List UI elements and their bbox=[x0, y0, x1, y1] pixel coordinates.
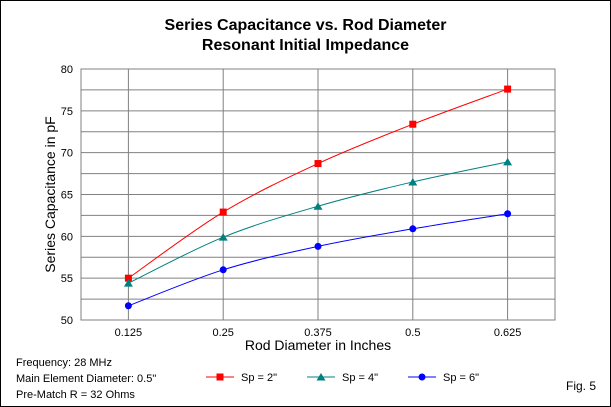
data-point-series-1 bbox=[219, 208, 227, 216]
legend-label: Sp = 6" bbox=[443, 372, 479, 384]
data-point-series-1 bbox=[314, 160, 322, 168]
data-point-series-1 bbox=[409, 120, 417, 128]
data-point-series-2 bbox=[313, 202, 323, 210]
data-point-series-2 bbox=[123, 279, 133, 287]
y-tick-label: 50 bbox=[61, 315, 73, 327]
y-tick-label: 60 bbox=[61, 231, 73, 243]
data-point-series-1 bbox=[124, 274, 132, 282]
chart-title: Series Capacitance vs. Rod Diameter bbox=[164, 17, 447, 34]
y-tick-label: 65 bbox=[61, 190, 73, 202]
chart-subtitle: Resonant Initial Impedance bbox=[201, 37, 410, 54]
data-point-series-1 bbox=[504, 85, 512, 93]
legend-label: Sp = 4" bbox=[342, 372, 378, 384]
legend-marker bbox=[316, 373, 326, 381]
legend-label: Sp = 2" bbox=[241, 372, 277, 384]
x-tick-label: 0.375 bbox=[304, 327, 332, 339]
data-point-series-3 bbox=[314, 242, 322, 250]
y-tick-label: 55 bbox=[61, 273, 73, 285]
x-axis-label: Rod Diameter in Inches bbox=[245, 337, 391, 353]
data-point-series-3 bbox=[124, 302, 132, 310]
legend-marker bbox=[216, 373, 224, 381]
data-point-series-3 bbox=[409, 225, 417, 233]
y-axis-label: Series Capacitance in pF bbox=[42, 116, 58, 272]
note-prematch: Pre-Match R = 32 Ohms bbox=[16, 389, 135, 401]
y-tick-label: 75 bbox=[61, 106, 73, 118]
data-point-series-3 bbox=[504, 210, 512, 218]
x-tick-label: 0.25 bbox=[212, 327, 233, 339]
note-frequency: Frequency: 28 MHz bbox=[16, 357, 112, 369]
y-tick-label: 80 bbox=[61, 64, 73, 76]
x-tick-label: 0.5 bbox=[405, 327, 420, 339]
y-tick-label: 70 bbox=[61, 148, 73, 160]
plot-border bbox=[80, 68, 556, 321]
x-tick-label: 0.125 bbox=[115, 327, 143, 339]
note-main-element: Main Element Diameter: 0.5" bbox=[16, 373, 157, 385]
x-tick-label: 0.625 bbox=[494, 327, 522, 339]
data-point-series-2 bbox=[218, 233, 228, 241]
legend-marker bbox=[418, 373, 426, 381]
data-point-series-2 bbox=[503, 157, 513, 166]
data-point-series-3 bbox=[219, 266, 227, 274]
data-point-series-2 bbox=[408, 177, 418, 186]
figure-label: Fig. 5 bbox=[565, 379, 596, 393]
